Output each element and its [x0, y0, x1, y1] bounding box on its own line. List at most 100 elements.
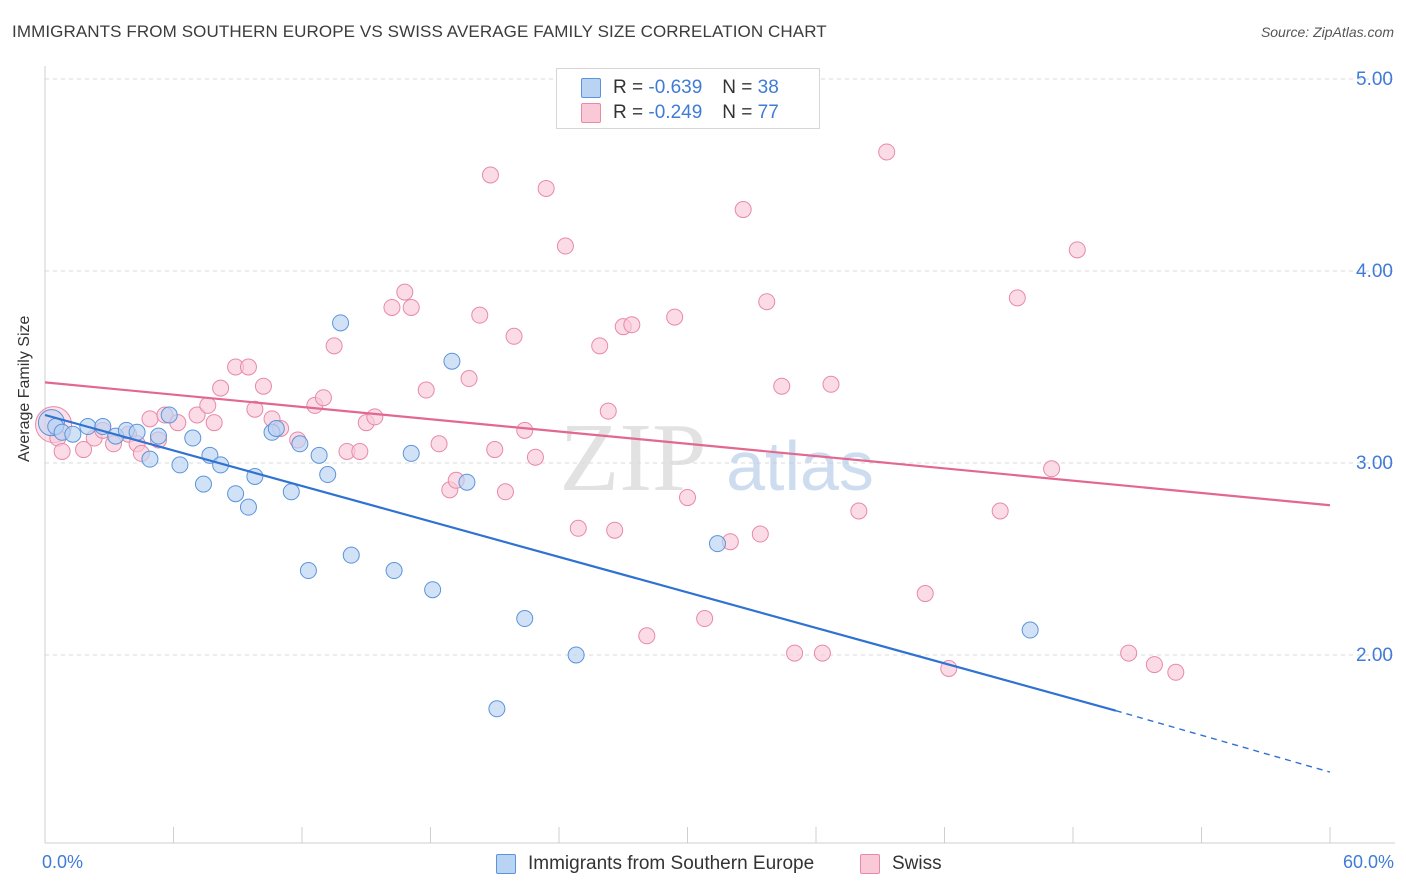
x-tick-label-max: 60.0%	[1342, 852, 1394, 872]
correlation-legend: R = -0.639 N = 38 R = -0.249 N = 77	[556, 68, 820, 129]
swiss-point	[679, 489, 696, 507]
swiss-point	[591, 337, 609, 355]
swiss-point	[751, 525, 769, 543]
swiss-point	[366, 408, 384, 426]
southern-europe-point	[150, 427, 168, 445]
legend-r-value: -0.639	[648, 77, 703, 98]
x-tick-label-min: 0.0%	[42, 852, 84, 872]
axes	[44, 66, 1395, 844]
southern-europe-point	[319, 466, 337, 484]
swiss-trend-line	[44, 381, 1331, 507]
legend-item-southern-europe: Immigrants from Southern Europe	[496, 852, 814, 876]
swiss-point	[1043, 460, 1061, 478]
swiss-point	[383, 298, 401, 316]
watermark-atlas: atlas	[726, 427, 874, 505]
southern-europe-point	[267, 419, 285, 437]
swiss-point	[254, 377, 272, 395]
swiss-point	[205, 414, 223, 432]
swiss-point	[606, 521, 624, 539]
southern-europe-point	[310, 446, 328, 464]
swiss-point	[569, 519, 587, 537]
swiss-point	[526, 448, 544, 466]
southern-europe-point	[194, 475, 212, 493]
legend-n-value: 38	[757, 77, 779, 98]
swiss-point	[188, 406, 206, 424]
southern-europe-trend-line	[44, 413, 1117, 712]
swiss-point	[734, 201, 752, 219]
swiss-point	[402, 298, 420, 316]
swiss-point	[786, 644, 804, 662]
y-axis-label: Average Family Size	[16, 315, 33, 462]
swiss-point	[471, 306, 489, 324]
y-tick-label: 5.00	[1356, 69, 1393, 90]
swiss-point	[991, 502, 1009, 520]
swiss-point	[1145, 656, 1163, 674]
swiss-point	[1008, 289, 1026, 307]
y-tick-label: 2.00	[1356, 645, 1393, 666]
pink-swatch-icon	[581, 103, 601, 123]
swiss-point	[53, 442, 71, 460]
southern-europe-point	[171, 456, 189, 474]
swiss-point	[813, 644, 831, 662]
legend-n-label: N =	[722, 77, 753, 98]
y-tick-labels: 2.00 3.00 4.00 5.00	[1356, 69, 1393, 666]
swiss-point	[351, 442, 369, 460]
legend-item-label: Immigrants from Southern Europe	[528, 853, 815, 874]
swiss-point	[556, 237, 574, 255]
swiss-points	[35, 143, 1185, 681]
legend-r-value: -0.249	[648, 102, 703, 123]
pink-swatch-icon	[860, 854, 880, 874]
southern-europe-point	[291, 435, 309, 453]
swiss-point	[822, 375, 840, 393]
source-label: Source: ZipAtlas.com	[1260, 24, 1394, 40]
southern-europe-point	[567, 646, 585, 664]
legend-n-label: N =	[722, 102, 753, 123]
y-tick-label: 4.00	[1356, 261, 1393, 282]
southern-europe-point	[708, 535, 726, 553]
swiss-point	[599, 402, 617, 420]
swiss-point	[773, 377, 791, 395]
legend-row-swiss: R = -0.249 N = 77	[581, 101, 779, 125]
swiss-point	[75, 441, 93, 459]
southern-europe-point	[239, 498, 257, 516]
southern-europe-point	[282, 483, 300, 501]
southern-europe-point	[385, 562, 403, 580]
legend-item-label: Swiss	[892, 853, 942, 874]
swiss-point	[239, 358, 257, 376]
southern-europe-point	[443, 352, 461, 370]
legend-n-value: 77	[757, 102, 779, 123]
swiss-point	[666, 308, 684, 326]
swiss-point	[638, 627, 656, 645]
legend-row-southern-europe: R = -0.639 N = 38	[581, 76, 779, 100]
swiss-point	[916, 585, 934, 603]
southern-europe-point	[402, 444, 420, 462]
swiss-point	[496, 483, 514, 501]
swiss-point	[1167, 663, 1185, 681]
southern-europe-point	[1021, 621, 1039, 639]
southern-europe-point	[299, 562, 317, 580]
blue-swatch-icon	[496, 854, 516, 874]
southern-europe-points	[37, 314, 1039, 718]
southern-europe-point	[227, 485, 245, 503]
legend-item-swiss: Swiss	[860, 852, 942, 876]
swiss-point	[212, 379, 230, 397]
swiss-point	[537, 179, 555, 197]
swiss-point	[516, 421, 534, 439]
swiss-point	[696, 610, 714, 628]
southern-europe-point	[160, 406, 178, 424]
swiss-point	[1068, 241, 1086, 259]
southern-europe-point	[516, 610, 534, 628]
swiss-point	[417, 381, 435, 399]
southern-europe-point	[141, 450, 159, 468]
southern-europe-trend-extension	[1115, 710, 1331, 773]
swiss-point	[199, 396, 217, 414]
y-tick-label: 3.00	[1356, 453, 1393, 474]
swiss-point	[246, 400, 264, 418]
swiss-point	[505, 327, 523, 345]
swiss-point	[850, 502, 868, 520]
legend-r-label: R =	[613, 77, 644, 98]
swiss-point	[878, 143, 896, 161]
swiss-point	[396, 283, 414, 301]
southern-europe-point	[64, 425, 82, 443]
